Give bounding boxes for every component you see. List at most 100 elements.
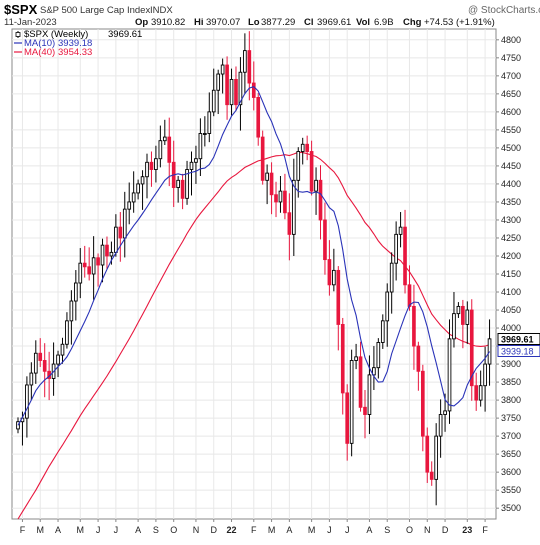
candle <box>425 427 430 483</box>
candle <box>105 236 109 269</box>
legend-item-price: $SPX (Weekly) 3969.61 <box>15 29 142 40</box>
candle <box>434 423 438 506</box>
candle-body <box>474 385 479 401</box>
candle <box>25 376 29 438</box>
x-tick-label: F <box>482 525 488 535</box>
x-tick-label: 22 <box>227 525 237 535</box>
candle <box>65 312 69 349</box>
ma40-line <box>17 151 490 520</box>
y-tick-label: 4450 <box>501 161 521 171</box>
candle-body <box>478 385 483 401</box>
candle-body <box>158 140 163 160</box>
y-tick-label: 3600 <box>501 467 521 477</box>
candle <box>229 68 234 116</box>
candle-body <box>114 226 118 253</box>
candle <box>38 338 43 367</box>
y-tick-label: 4350 <box>501 197 521 207</box>
candle <box>162 119 167 146</box>
candle <box>274 181 278 218</box>
candle-body <box>247 50 252 84</box>
candle-body <box>162 136 167 142</box>
y-tick-label: 3500 <box>501 503 521 513</box>
ma10-tag-text: 3939.18 <box>501 346 534 356</box>
candle-body <box>291 179 296 235</box>
candle-body <box>211 89 216 113</box>
legend-price-value: 3969.61 <box>108 29 142 40</box>
candle-body <box>29 372 34 386</box>
candle-body <box>256 97 261 138</box>
candle <box>96 253 100 287</box>
candle-body <box>367 374 372 415</box>
watermark: @ StockCharts.com <box>468 5 540 16</box>
candle <box>131 171 136 213</box>
candle <box>16 417 20 434</box>
quote-date: 11-Jan-2023 <box>4 17 57 28</box>
candle <box>283 173 287 220</box>
candle-body <box>376 342 381 369</box>
x-tick-label: 23 <box>462 525 472 535</box>
candle-body <box>122 208 127 239</box>
candle-body <box>140 176 145 185</box>
candle-body <box>69 300 74 322</box>
y-tick-label: 4300 <box>501 215 521 225</box>
candle <box>332 248 336 292</box>
candle-body <box>318 179 323 221</box>
y-tick-label: 4200 <box>501 251 521 261</box>
candle <box>363 390 367 439</box>
y-axis: 3500355036003650370037503800385039003950… <box>496 35 521 513</box>
legend-ma40-label: MA(40) <box>24 47 55 58</box>
x-tick-label: M <box>36 525 44 535</box>
y-tick-label: 4000 <box>501 323 521 333</box>
candle-body <box>465 309 470 325</box>
candle-body <box>82 262 87 268</box>
candle-body <box>345 392 350 444</box>
x-tick-label: A <box>286 525 292 535</box>
y-tick-label: 3750 <box>501 413 521 423</box>
legend-item-ma10: MA(10) 3939.18 <box>14 38 92 49</box>
candle <box>180 173 185 210</box>
candle <box>278 176 283 213</box>
candlestick-series <box>16 31 492 506</box>
candle <box>251 61 256 111</box>
candle <box>127 182 132 225</box>
candle <box>429 461 434 486</box>
symbol-title: $SPX <box>4 2 38 17</box>
candle-body <box>145 161 149 178</box>
candle <box>145 153 149 199</box>
y-tick-label: 4250 <box>501 233 521 243</box>
legend: $SPX (Weekly) 3969.61 MA(10) 3939.18 MA(… <box>14 29 142 58</box>
candle-body <box>269 172 274 196</box>
x-tick-label: A <box>135 525 141 535</box>
candle <box>42 343 47 398</box>
close-value: 3969.61 <box>317 17 351 28</box>
candle-body <box>149 161 154 170</box>
candle-body <box>332 269 336 286</box>
candle-body <box>429 471 434 480</box>
candle-body <box>234 78 238 106</box>
x-tick-label: J <box>96 525 101 535</box>
y-tick-label: 3550 <box>501 485 521 495</box>
candle-body <box>216 73 221 91</box>
candle <box>33 340 38 384</box>
candle <box>260 130 265 185</box>
candle-body <box>412 305 416 347</box>
candle-body <box>300 143 305 152</box>
candle <box>323 202 327 275</box>
candle-body <box>176 179 180 188</box>
candle-body <box>229 78 234 106</box>
candle-body <box>363 406 367 415</box>
candle <box>349 349 354 457</box>
candle <box>100 238 105 283</box>
close-tag-text: 3969.61 <box>501 334 534 344</box>
legend-ma40-value: 3954.33 <box>58 47 92 58</box>
x-tick-label: M <box>268 525 276 535</box>
candle-body <box>452 313 456 340</box>
candle <box>78 248 83 299</box>
candle-body <box>403 226 407 286</box>
candle-body <box>207 111 212 134</box>
candle-body <box>434 435 438 480</box>
candle-body <box>91 257 96 275</box>
candle-body <box>398 226 403 235</box>
x-tick-label: J <box>327 525 332 535</box>
